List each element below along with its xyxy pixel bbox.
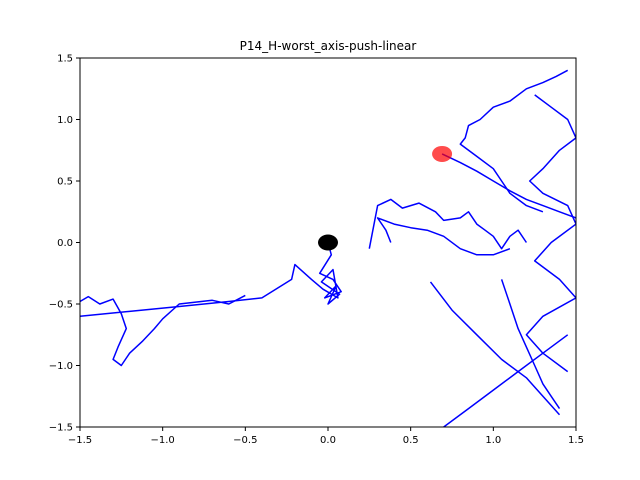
goal-marker [432, 145, 453, 162]
y-tick-label: 0.5 [57, 177, 73, 188]
trajectory-line-4 [376, 217, 511, 256]
marker-layer [318, 145, 453, 251]
x-tick-label: 1.0 [485, 435, 501, 446]
y-axis: −1.5 −1.0 −0.5 0.0 0.5 1.0 1.5 [49, 54, 80, 434]
y-tick-label: −0.5 [49, 300, 73, 311]
trajectory-line-2 [80, 294, 246, 367]
x-tick-label: −1.0 [151, 435, 175, 446]
y-tick-label: 0.0 [57, 238, 73, 249]
trajectory-line-1 [80, 242, 342, 318]
y-tick-label: −1.0 [49, 361, 73, 372]
trajectory-line-10 [500, 279, 561, 410]
x-axis: −1.5 −1.0 −0.5 0.0 0.5 1.0 1.5 [68, 427, 584, 446]
trajectory-line-8 [525, 94, 576, 373]
x-tick-label: 0.5 [403, 435, 419, 446]
trajectory-line-6 [429, 281, 561, 416]
x-tick-label: 0.0 [320, 435, 336, 446]
trajectory-line-5 [441, 153, 576, 219]
path-layer [80, 69, 576, 427]
start-marker [318, 234, 338, 251]
trajectory-line-7 [443, 334, 569, 427]
trajectory-line-9 [459, 69, 569, 213]
x-tick-label: −0.5 [233, 435, 257, 446]
y-tick-label: 1.0 [57, 115, 73, 126]
x-tick-label: 1.5 [568, 435, 584, 446]
y-tick-label: −1.5 [49, 423, 73, 434]
trajectory-line-3 [368, 198, 528, 250]
chart-title: P14_H-worst_axis-push-linear [240, 39, 417, 53]
y-tick-label: 1.5 [57, 54, 73, 65]
x-tick-label: −1.5 [68, 435, 92, 446]
